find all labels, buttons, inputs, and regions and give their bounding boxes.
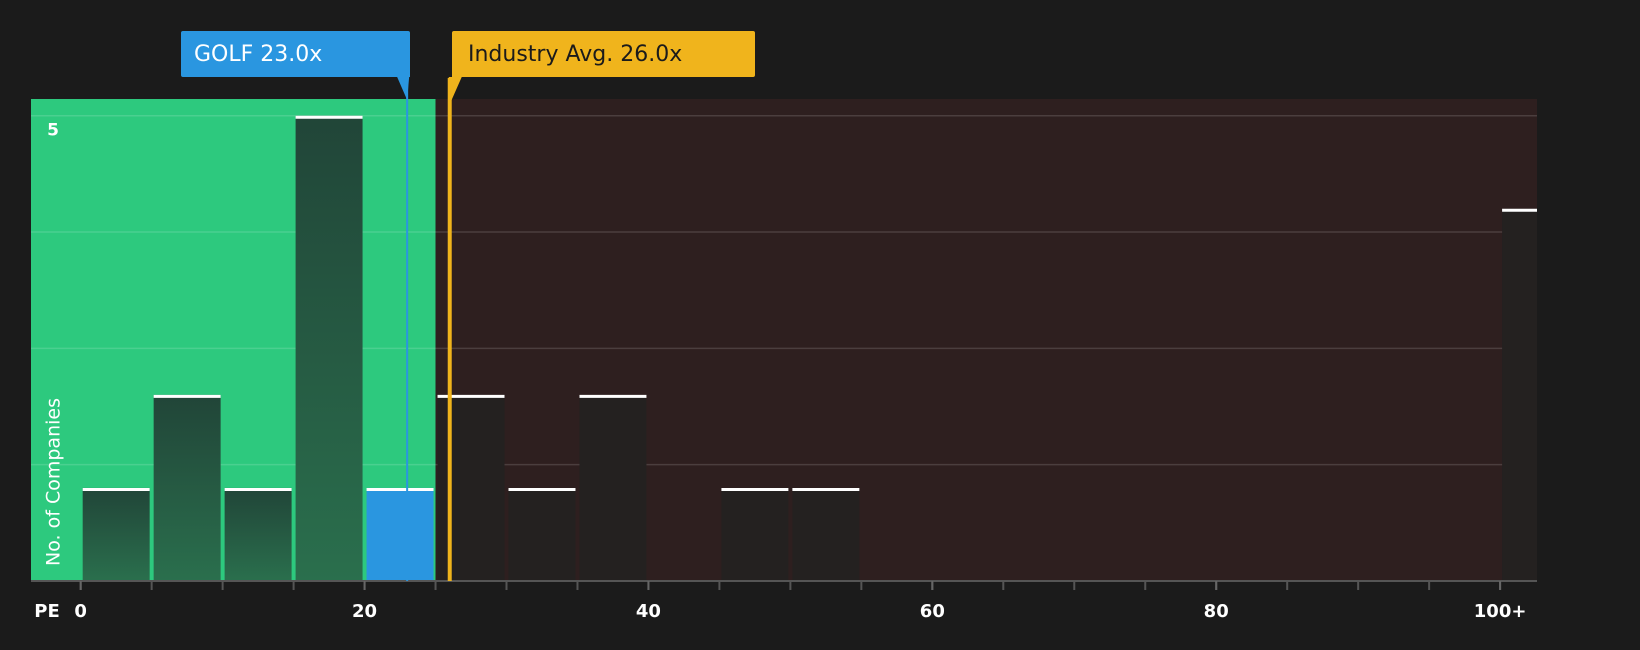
x-axis-label: PE — [34, 601, 60, 622]
industry-label: Industry Avg. 26.0x — [468, 42, 682, 67]
bar — [366, 487, 434, 581]
bar — [295, 115, 363, 581]
bar — [82, 487, 150, 581]
x-tick-label: 0 — [74, 601, 87, 622]
bar — [1502, 208, 1537, 581]
bar — [579, 394, 647, 581]
x-tick-label: 80 — [1204, 601, 1229, 622]
x-tick-label: 20 — [352, 601, 377, 622]
x-tick-label: 60 — [920, 601, 945, 622]
y-tick-label: 5 — [47, 121, 59, 141]
industry-box — [448, 31, 755, 102]
x-tick-label: 40 — [636, 601, 661, 622]
bar — [508, 487, 576, 581]
bar — [792, 487, 860, 581]
bar — [437, 394, 505, 581]
bar — [153, 394, 221, 581]
bar — [721, 487, 789, 581]
x-tick-label: 100+ — [1474, 601, 1527, 622]
bar — [224, 487, 292, 581]
y-axis-label: No. of Companies — [43, 398, 65, 566]
company-box — [181, 31, 410, 100]
company-label: GOLF 23.0x — [194, 42, 322, 67]
